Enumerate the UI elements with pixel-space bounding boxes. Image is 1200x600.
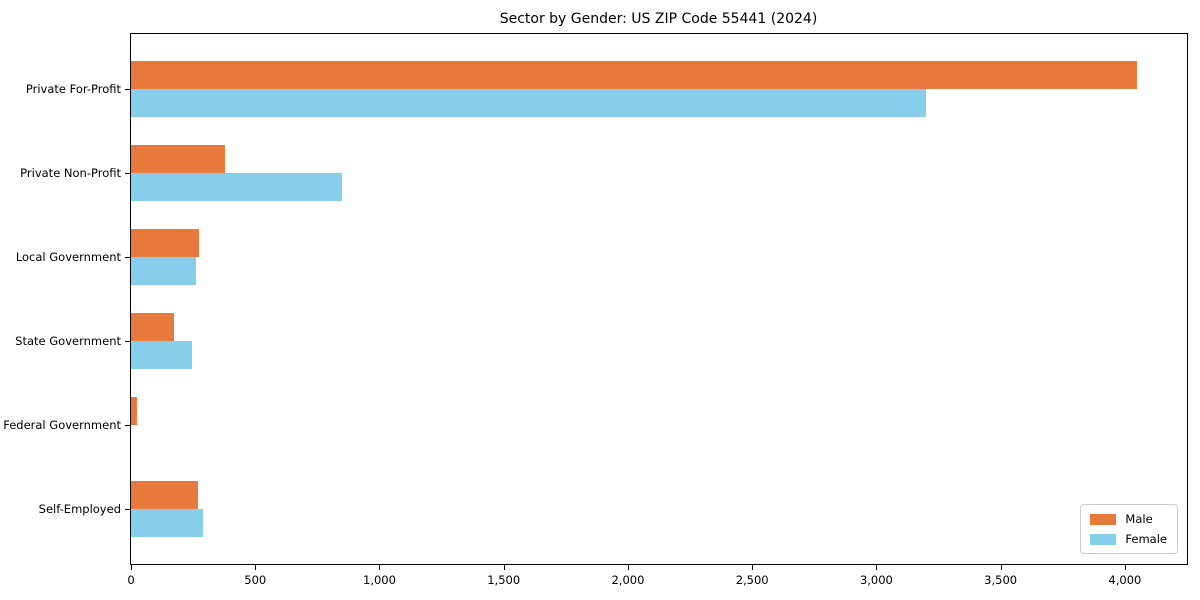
x-tick-label: 2,500 <box>735 573 769 587</box>
legend-swatch-female <box>1090 533 1117 545</box>
y-axis-label-private-non-profit: Private Non-Profit <box>20 166 121 180</box>
x-tick-label: 3,000 <box>859 573 893 587</box>
x-tick <box>752 565 754 570</box>
legend-entry-male: Male <box>1090 512 1167 526</box>
x-tick <box>627 565 629 570</box>
bar-male-local-government <box>131 228 200 257</box>
legend-label-male: Male <box>1125 512 1153 526</box>
y-tick <box>125 424 130 426</box>
bar-female-private-non-profit <box>131 172 343 201</box>
bar-male-federal-government <box>131 396 138 425</box>
legend-label-female: Female <box>1125 532 1167 546</box>
y-axis-label-self-employed: Self-Employed <box>38 502 121 516</box>
y-axis-label-federal-government: Federal Government <box>3 418 121 432</box>
x-tick-label: 0 <box>127 573 135 587</box>
x-tick <box>131 565 132 570</box>
x-tick <box>379 565 381 570</box>
y-tick <box>125 172 130 174</box>
legend-entry-female: Female <box>1090 532 1167 546</box>
x-tick-label: 500 <box>244 573 267 587</box>
y-axis-label-local-government: Local Government <box>15 250 121 264</box>
chart-title: Sector by Gender: US ZIP Code 55441 (202… <box>499 11 818 27</box>
x-tick-label: 3,500 <box>984 573 1018 587</box>
y-axis-label-state-government: State Government <box>15 334 121 348</box>
bar-male-private-for-profit <box>131 60 1138 89</box>
x-tick <box>1000 565 1002 570</box>
y-axis-label-private-for-profit: Private For-Profit <box>25 82 121 96</box>
bar-female-local-government <box>131 256 196 285</box>
x-tick <box>1124 565 1126 570</box>
bar-male-self-employed <box>131 480 199 509</box>
y-tick <box>125 508 130 510</box>
x-tick-label: 1,500 <box>487 573 521 587</box>
bar-female-private-for-profit <box>131 88 927 117</box>
legend: Male Female <box>1080 504 1178 554</box>
bar-female-state-government <box>131 340 192 369</box>
bar-male-state-government <box>131 312 175 341</box>
x-tick <box>503 565 505 570</box>
x-tick-label: 4,000 <box>1108 573 1142 587</box>
x-tick <box>876 565 878 570</box>
y-tick <box>125 340 130 342</box>
bar-female-self-employed <box>131 508 204 537</box>
y-tick <box>125 256 130 258</box>
x-tick-label: 1,000 <box>363 573 396 587</box>
y-tick <box>125 88 130 90</box>
legend-swatch-male <box>1090 513 1117 525</box>
x-tick-label: 2,000 <box>611 573 645 587</box>
x-tick <box>255 565 257 570</box>
plot-area: Male Female Private For-Profit Private No… <box>3 33 1188 587</box>
bar-male-private-non-profit <box>131 144 226 173</box>
